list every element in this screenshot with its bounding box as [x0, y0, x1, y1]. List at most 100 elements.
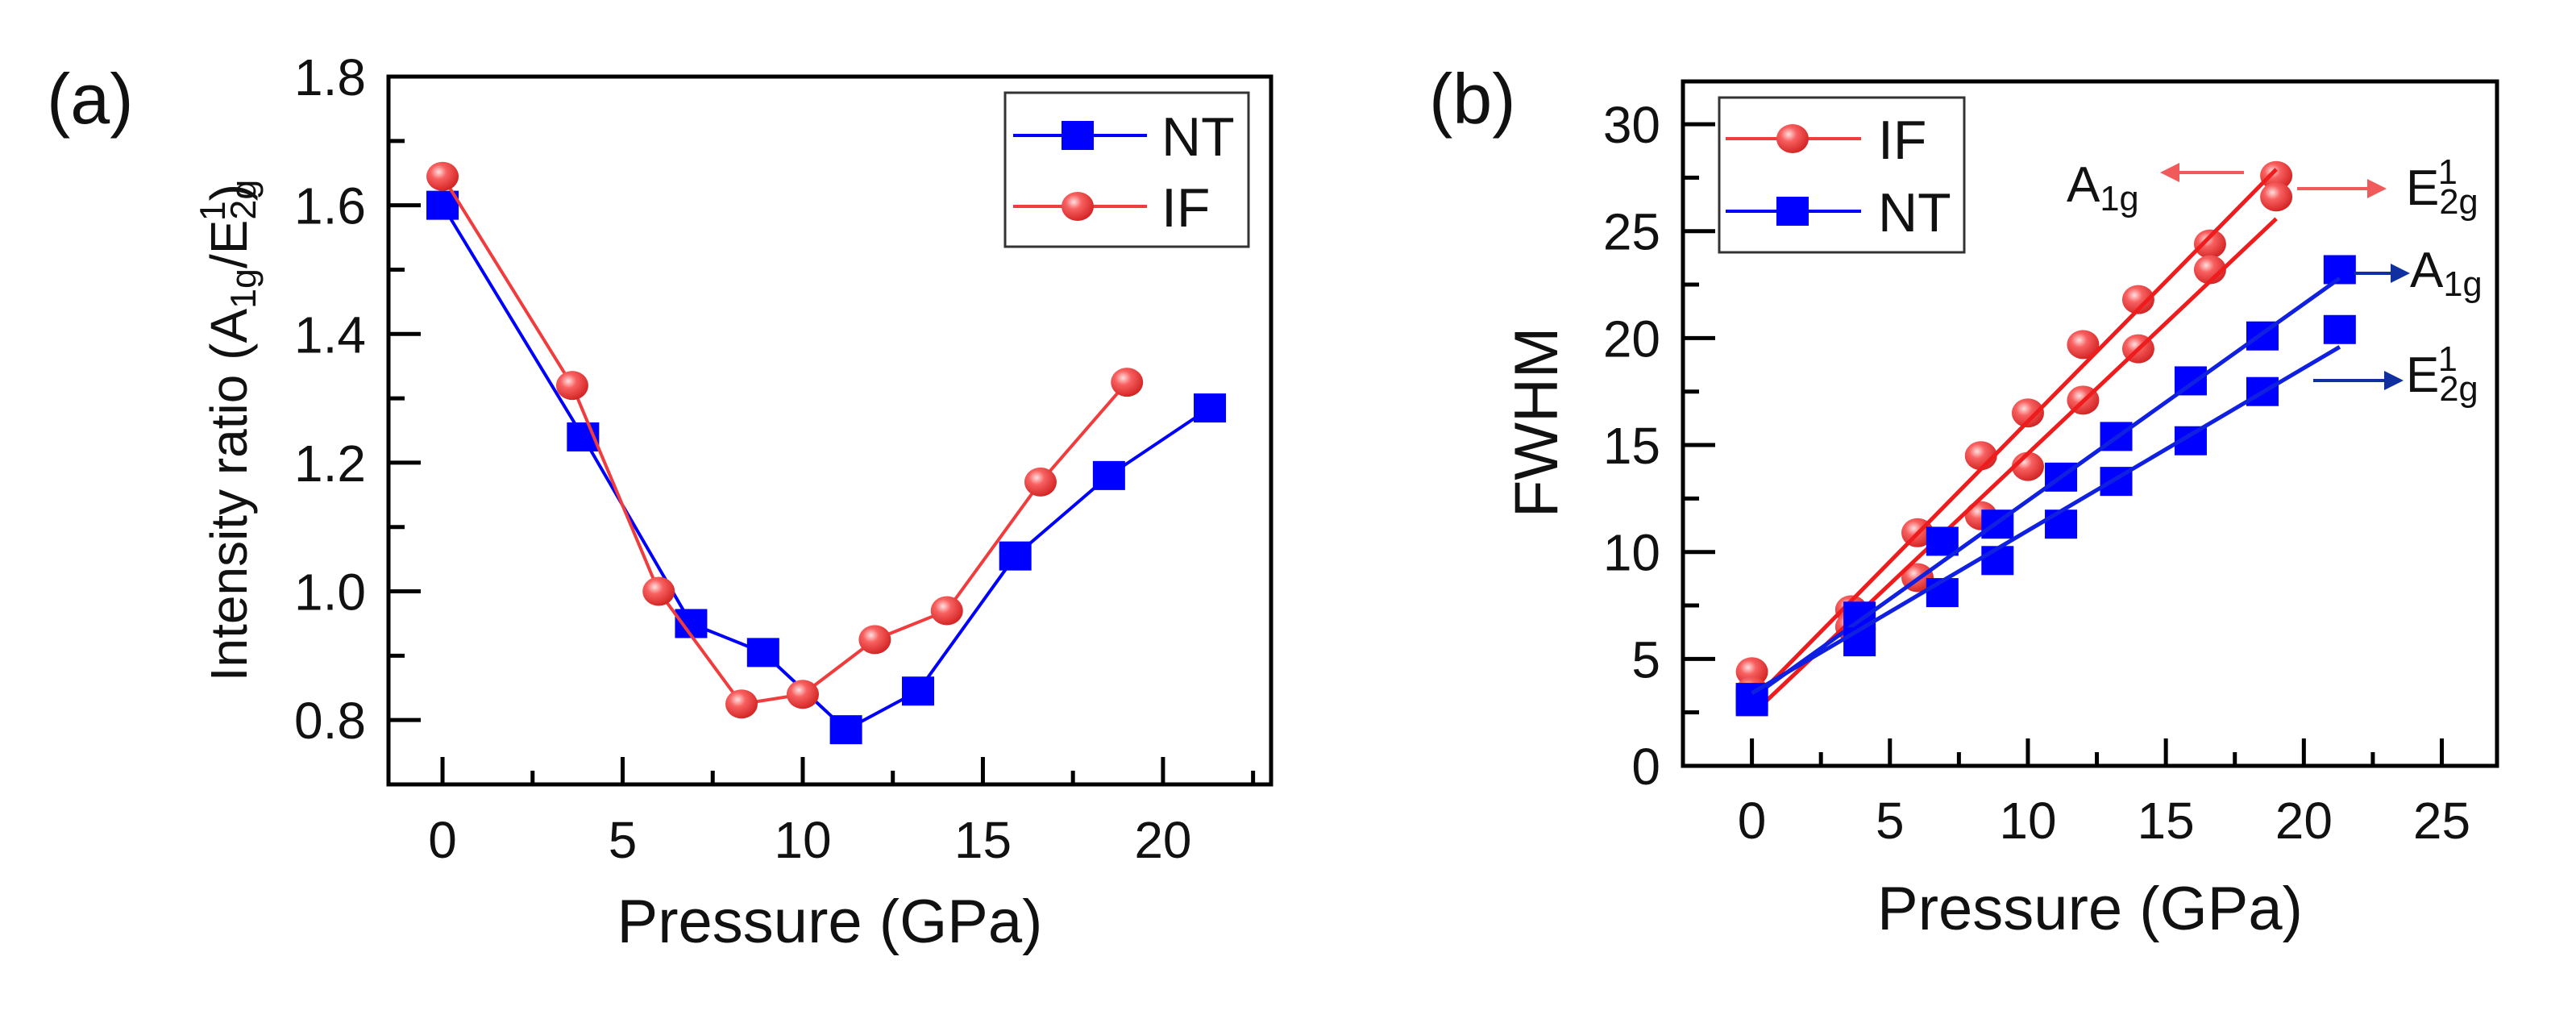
- x-tick-label: 15: [954, 811, 1012, 869]
- data-point: [2011, 398, 2044, 428]
- data-point: [2323, 314, 2356, 344]
- peak-annotation: A1g: [2410, 243, 2483, 304]
- panel-label: (b): [1429, 59, 1516, 139]
- y-tick-label: 30: [1603, 96, 1660, 154]
- y-tick-label: 10: [1603, 524, 1660, 582]
- fit-line: [1751, 345, 2341, 695]
- legend: NT IF: [1003, 91, 1250, 248]
- fit-line: [1750, 168, 2278, 704]
- data-point: [902, 676, 934, 706]
- plot-frame: [386, 74, 1273, 787]
- text-part: 1g: [2443, 265, 2482, 304]
- y-tick-label: 20: [1603, 310, 1660, 368]
- x-tick-label: 0: [428, 811, 457, 869]
- data-point: [2067, 330, 2100, 360]
- data-point: [1981, 546, 2014, 576]
- series-line: [441, 175, 1128, 706]
- y-tick-label: 1.6: [294, 177, 366, 235]
- data-point: [1111, 368, 1144, 397]
- text-part: 1: [2438, 340, 2458, 379]
- peak-annotation: E2g1: [2406, 153, 2478, 222]
- data-point: [555, 371, 588, 401]
- peak-annotation: A1g: [2067, 157, 2139, 218]
- x-tick-label: 20: [2275, 792, 2333, 850]
- data-point: [2045, 510, 2078, 539]
- plot-frame: [1681, 79, 2499, 768]
- x-tick-label: 15: [2138, 792, 2195, 850]
- x-tick-label: 20: [1134, 811, 1191, 869]
- y-tick-label: 1.8: [294, 48, 366, 106]
- fit-line: [1750, 217, 2278, 717]
- peak-annotation: E2g1: [2406, 340, 2478, 409]
- series-nt: [426, 190, 1227, 745]
- y-tick-label: 15: [1603, 417, 1660, 475]
- text-part: ): [200, 184, 258, 201]
- data-point: [2260, 182, 2293, 212]
- legend-label: IF: [1878, 110, 1926, 171]
- data-point: [1926, 526, 1959, 556]
- data-point: [786, 680, 819, 709]
- panel-label: (a): [47, 59, 134, 139]
- legend-label: NT: [1878, 182, 1951, 243]
- data-point: [1843, 627, 1876, 657]
- text-part: A: [2067, 157, 2100, 213]
- y-tick-label: 1.4: [294, 306, 366, 364]
- data-point: [1092, 460, 1125, 490]
- legend-marker: [1062, 121, 1094, 150]
- data-point: [1024, 467, 1057, 497]
- legend-box: [1003, 91, 1250, 248]
- text-part: E: [2406, 347, 2439, 403]
- x-tick-label: 10: [774, 811, 831, 869]
- data-point: [999, 541, 1032, 571]
- x-tick-label: 0: [1738, 792, 1767, 850]
- legend-label: IF: [1161, 177, 1210, 239]
- data-point: [2260, 160, 2293, 190]
- text-part: FWHM: [1502, 327, 1571, 518]
- text-part: A: [2410, 243, 2444, 298]
- x-axis-title: Pressure (GPa): [1877, 875, 2303, 943]
- series-nt-a1g: [1735, 255, 2356, 713]
- data-point: [2121, 285, 2154, 314]
- y-tick-label: 1.0: [294, 564, 366, 622]
- panel-b-fwhm-chart: (b) 0 5 10 15 20 25 0 5 10 15 20 25 30 Pressure (GPa) F…: [1429, 59, 2499, 943]
- y-axis-title: FWHM: [1502, 327, 1571, 518]
- data-point: [829, 715, 862, 745]
- data-point: [1843, 601, 1876, 631]
- text-part: 1: [2438, 153, 2458, 192]
- data-point: [1194, 393, 1227, 423]
- legend-box: [1718, 96, 1966, 254]
- data-point: [858, 625, 891, 655]
- y-tick-label: 0: [1631, 738, 1660, 796]
- text-part: 2g: [223, 180, 264, 220]
- y-tick-label: 1.2: [294, 435, 366, 493]
- x-tick-label: 5: [609, 811, 638, 869]
- fit-line: [1751, 277, 2341, 700]
- legend-label: NT: [1161, 106, 1235, 168]
- text-part: 2g: [2439, 370, 2478, 409]
- data-point: [426, 161, 459, 191]
- text-part: Intensity ratio (A: [200, 309, 258, 682]
- data-point: [930, 596, 963, 626]
- data-point: [2193, 255, 2226, 285]
- text-part: 1g: [223, 268, 264, 309]
- data-point: [746, 638, 779, 668]
- legend: IF NT: [1718, 96, 1966, 254]
- y-tick-label: 25: [1603, 203, 1660, 261]
- text-part: 2g: [2439, 183, 2478, 222]
- text-part: 1: [193, 201, 233, 221]
- series-if: [426, 161, 1144, 719]
- x-axis-title: Pressure (GPa): [617, 888, 1043, 956]
- x-tick-label: 5: [1876, 792, 1905, 850]
- data-point: [642, 576, 675, 606]
- data-point: [725, 689, 758, 719]
- y-axis-title: Intensity ratio (A1g/E2g1): [193, 180, 264, 682]
- x-tick-label: 10: [1999, 792, 2056, 850]
- panel-a-intensity-ratio-chart: (a) 0 5 10 15 20 0.8 1.0 1.2 1.4 1.6 1.8 Pressure (G…: [47, 48, 1273, 956]
- y-tick-label: 5: [1631, 630, 1660, 688]
- legend-marker: [1776, 124, 1809, 153]
- series-nt-e2g1: [1735, 314, 2356, 717]
- text-part: /E: [200, 220, 258, 268]
- text-part: E: [2406, 160, 2439, 216]
